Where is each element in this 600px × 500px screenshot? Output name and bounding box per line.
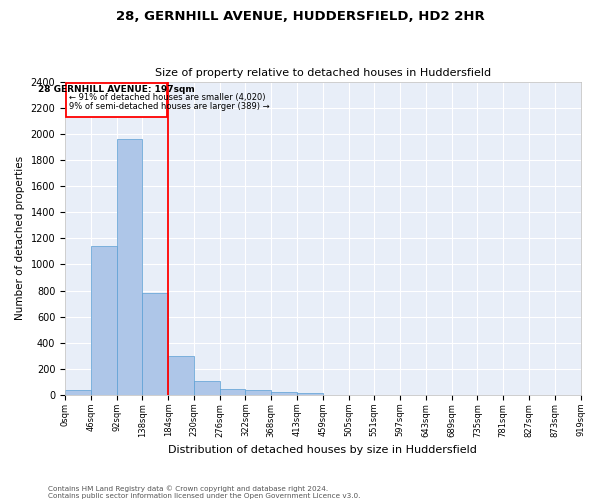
Bar [168,356,194,395]
Text: 28 GERNHILL AVENUE: 197sqm: 28 GERNHILL AVENUE: 197sqm [38,85,195,94]
Bar [65,390,91,395]
Bar [220,389,245,395]
Text: Contains public sector information licensed under the Open Government Licence v3: Contains public sector information licen… [48,493,361,499]
Bar [142,293,168,395]
Bar [67,83,167,117]
Bar [245,390,271,395]
Y-axis label: Number of detached properties: Number of detached properties [15,156,25,320]
Text: 9% of semi-detached houses are larger (389) →: 9% of semi-detached houses are larger (3… [69,102,269,111]
Text: 28, GERNHILL AVENUE, HUDDERSFIELD, HD2 2HR: 28, GERNHILL AVENUE, HUDDERSFIELD, HD2 2… [116,10,484,23]
X-axis label: Distribution of detached houses by size in Huddersfield: Distribution of detached houses by size … [169,445,477,455]
Bar [194,382,220,395]
Bar [91,246,116,395]
Text: Contains HM Land Registry data © Crown copyright and database right 2024.: Contains HM Land Registry data © Crown c… [48,486,328,492]
Bar [297,392,323,395]
Text: ← 91% of detached houses are smaller (4,020): ← 91% of detached houses are smaller (4,… [69,92,265,102]
Title: Size of property relative to detached houses in Huddersfield: Size of property relative to detached ho… [155,68,491,78]
Bar [271,392,297,395]
Bar [116,139,142,395]
